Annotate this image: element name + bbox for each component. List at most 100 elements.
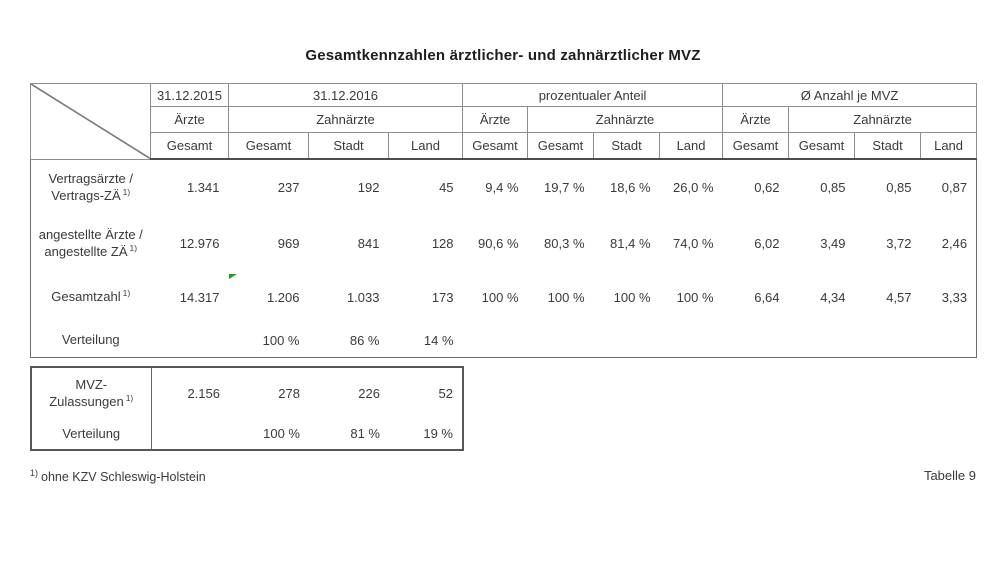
table-cell: 0,87 — [941, 180, 968, 195]
table-cell: 9,4 % — [485, 180, 519, 195]
subgroup-header: Zahnärzte — [788, 106, 978, 133]
header-row-subgroups: Ärzte Zahnärzte Ärzte Zahnärzte Ärzte Za… — [31, 106, 978, 133]
column-header: Gesamt — [788, 132, 856, 160]
table-cell: 1.341 — [186, 180, 220, 195]
row-label: Verteilung — [31, 418, 152, 450]
table-cell — [723, 323, 789, 358]
table-cell: 192 — [357, 180, 380, 195]
table-footer: 1) ohne KZV Schleswig-Holstein Tabelle 9 — [30, 468, 976, 484]
table-cell: 26,0 % — [673, 180, 714, 195]
row-label: Gesamtzahl 1) — [31, 271, 151, 323]
table-cell: 2,46 — [941, 235, 968, 251]
diagonal-header-cell — [30, 83, 151, 160]
column-header: Land — [920, 132, 978, 160]
table-row-mvz-zulassungen: MVZ- Zulassungen 1) 2.156 278 226 52 — [31, 367, 463, 418]
row-label-line1: angestellte Ärzte / — [38, 226, 143, 242]
table-cell: 4,34 — [820, 289, 846, 305]
table-cell: 0,85 — [820, 180, 846, 195]
table-cell: 4,57 — [886, 289, 912, 305]
subgroup-header: Zahnärzte — [527, 106, 724, 133]
column-header: Gesamt — [527, 132, 595, 160]
table-cell: 6,02 — [754, 235, 780, 251]
table-cell: 18,6 % — [610, 180, 651, 195]
table-cell: 90,6 % — [478, 235, 519, 251]
table-cell: 3,49 — [820, 235, 846, 251]
table-cell: 3,33 — [941, 289, 968, 305]
table-cell: 1.206 — [266, 289, 300, 305]
table-cell: 100 % — [613, 289, 651, 305]
mvz-summary-table: 31.12.2015 31.12.2016 prozentualer Antei… — [30, 83, 978, 358]
column-header: Land — [387, 132, 464, 160]
table-cell: 45 — [439, 180, 454, 195]
footnote: 1) ohne KZV Schleswig-Holstein — [30, 468, 206, 484]
table-cell: 0,85 — [886, 180, 912, 195]
row-label-line2: angestellte ZÄ — [44, 244, 128, 259]
table-cell: 0,62 — [754, 180, 780, 195]
row-label-line1: Vertragsärzte / — [48, 171, 134, 187]
table-row-gesamtzahl: Gesamtzahl 1) 14.317 1.206 1.033 173 100 … — [31, 271, 977, 323]
column-group-header-avg: Ø Anzahl je MVZ — [722, 83, 978, 107]
table-row-verteilung: Verteilung 100 % 86 % 14 % — [31, 323, 977, 358]
footnote-mark: 1) — [122, 288, 131, 299]
table-cell: 226 — [358, 385, 380, 401]
column-header: Gesamt — [150, 132, 229, 160]
column-group-header-2016: 31.12.2016 — [227, 83, 464, 107]
table-number-caption: Tabelle 9 — [923, 468, 976, 483]
column-header: Gesamt — [228, 132, 309, 160]
table-cell: 237 — [277, 180, 300, 195]
table-cell — [151, 418, 229, 450]
table-cell: 81,4 % — [610, 235, 651, 251]
table-cell — [594, 323, 660, 358]
table-cell — [855, 323, 921, 358]
table-cell: 3,72 — [886, 235, 912, 251]
table-cell: 19,7 % — [544, 180, 585, 195]
subgroup-header: Ärzte — [722, 106, 790, 133]
table-cell: 100 % — [481, 289, 519, 305]
table-cell — [151, 323, 229, 358]
column-header: Stadt — [308, 132, 389, 160]
column-header: Gesamt — [722, 132, 790, 160]
row-label: angestellte Ärzte / angestellte ZÄ 1) — [31, 215, 151, 271]
table-cell — [463, 323, 528, 358]
footnote-mark: 1) — [125, 392, 134, 403]
footnote-mark: 1) — [129, 242, 138, 253]
table-cell: 100 % — [262, 332, 300, 348]
table-row-verteilung: Verteilung 100 % 81 % 19 % — [31, 418, 463, 450]
table-cell: 100 % — [263, 426, 300, 441]
table-cell: 100 % — [547, 289, 585, 305]
table-cell — [528, 323, 594, 358]
row-label: MVZ- Zulassungen 1) — [31, 367, 152, 418]
row-label-line1: Gesamtzahl — [51, 289, 121, 305]
column-header: Gesamt — [462, 132, 529, 160]
table-cell: 841 — [357, 235, 380, 251]
row-label-line1: MVZ- — [75, 376, 108, 392]
table-cell: 86 % — [349, 332, 380, 348]
row-label: Verteilung — [31, 323, 151, 358]
table-cell: 74,0 % — [673, 235, 714, 251]
column-group-header-percent: prozentualer Anteil — [462, 83, 724, 107]
table-cell: 14.317 — [179, 289, 220, 305]
table-cell: 6,64 — [754, 289, 780, 305]
table-cell: 12.976 — [179, 235, 220, 251]
table-cell: 80,3 % — [544, 235, 585, 251]
table-title: Gesamtkennzahlen ärztlicher- und zahnärz… — [305, 47, 701, 64]
table-cell: 14 % — [423, 332, 454, 348]
table-cell: 2.156 — [187, 385, 220, 401]
column-header: Stadt — [593, 132, 661, 160]
header-row-groups: 31.12.2015 31.12.2016 prozentualer Antei… — [30, 83, 978, 160]
table-cell: 19 % — [423, 426, 453, 441]
header-row-columns: Gesamt Gesamt Stadt Land Gesamt Gesamt S… — [31, 132, 978, 160]
table-cell — [789, 323, 855, 358]
table-cell: 81 % — [350, 426, 380, 441]
cell-error-indicator-icon — [229, 274, 237, 279]
row-label-line1: Verteilung — [62, 425, 121, 441]
table-cell: 969 — [277, 235, 300, 251]
footnote-text: ohne KZV Schleswig-Holstein — [41, 470, 206, 485]
row-label: Vertragsärzte / Vertrags-ZÄ 1) — [31, 159, 151, 215]
table-row-vertragsaerzte: Vertragsärzte / Vertrags-ZÄ 1) 1.341 237 … — [31, 159, 977, 215]
table-cell: 1.033 — [346, 289, 380, 305]
mvz-zulassungen-table: MVZ- Zulassungen 1) 2.156 278 226 52 Vert… — [30, 366, 464, 451]
table-cell: 100 % — [676, 289, 714, 305]
table-cell: 173 — [431, 289, 454, 305]
table-cell: 278 — [278, 385, 300, 401]
